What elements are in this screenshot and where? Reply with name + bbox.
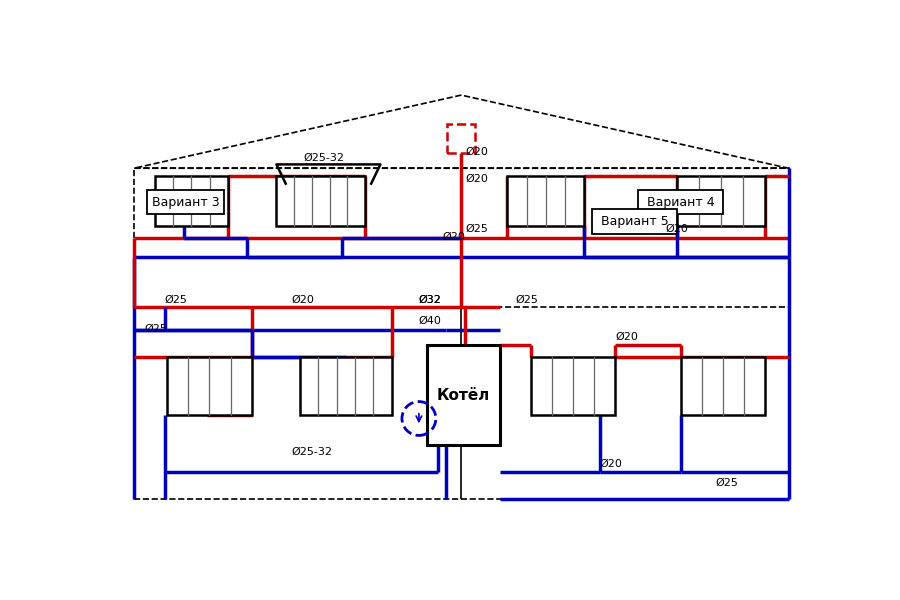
Text: Ø32: Ø32 <box>418 295 442 305</box>
Text: Ø20: Ø20 <box>442 232 465 241</box>
Bar <box>447 124 475 153</box>
Bar <box>680 357 765 415</box>
Text: Ø25: Ø25 <box>515 295 538 305</box>
Text: Вариант 5: Вариант 5 <box>600 215 669 228</box>
Bar <box>427 346 500 445</box>
Bar <box>134 168 788 499</box>
Text: Ø25-32: Ø25-32 <box>292 447 333 457</box>
Text: Ø25-32: Ø25-32 <box>303 153 345 163</box>
Bar <box>276 176 365 226</box>
Text: Вариант 4: Вариант 4 <box>647 196 715 209</box>
Text: Ø20: Ø20 <box>292 295 315 305</box>
Bar <box>638 190 723 214</box>
Bar <box>147 190 224 214</box>
Text: Ø40: Ø40 <box>418 316 442 326</box>
Text: Ø25: Ø25 <box>465 224 488 233</box>
Text: Ø32: Ø32 <box>418 295 442 305</box>
Bar <box>677 176 765 226</box>
Text: Котёл: Котёл <box>436 388 490 403</box>
Text: Ø25: Ø25 <box>716 478 738 488</box>
Text: Ø20: Ø20 <box>665 224 688 233</box>
Bar <box>530 357 616 415</box>
Text: Ø20: Ø20 <box>616 331 638 341</box>
Bar <box>155 176 228 226</box>
Text: Ø25: Ø25 <box>144 324 166 334</box>
Text: Ø20: Ø20 <box>465 146 488 157</box>
Text: Ø25: Ø25 <box>165 295 188 305</box>
Bar <box>300 357 392 415</box>
Bar <box>167 357 252 415</box>
Text: Ø20: Ø20 <box>465 173 488 184</box>
Text: Ø20: Ø20 <box>599 458 623 469</box>
Bar <box>508 176 584 226</box>
Bar <box>592 209 677 233</box>
Text: Вариант 3: Вариант 3 <box>152 196 220 209</box>
